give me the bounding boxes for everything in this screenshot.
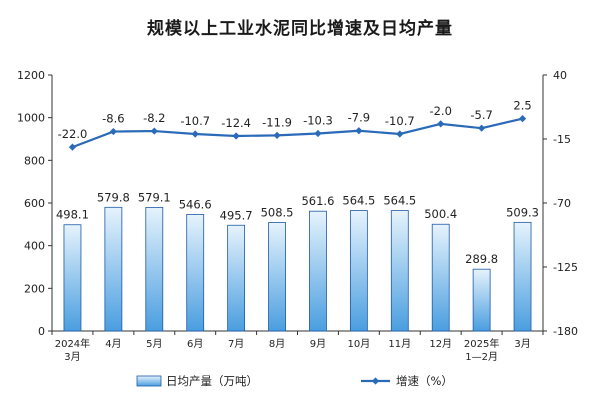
line-data-label: -5.7 — [470, 108, 492, 122]
line-point — [396, 130, 404, 138]
line-data-label: -8.6 — [102, 112, 124, 126]
line-point — [68, 143, 77, 151]
bar-data-label: 564.5 — [383, 194, 416, 208]
bar — [104, 206, 123, 332]
bar — [390, 210, 409, 332]
line-data-label: -7.9 — [348, 111, 370, 125]
line-point — [478, 124, 486, 132]
axes: 0 200 400 600 800 1000 1200 -180 -125 -70 -15 40 — [17, 69, 578, 338]
line-data-label: -10.7 — [385, 114, 415, 128]
x-axis-tick-label: 2025年 — [464, 337, 499, 350]
left-axis-tick-label: 1200 — [17, 69, 45, 82]
legend: 日均产量（万吨） 增速（%） — [136, 374, 453, 388]
bar — [309, 210, 327, 332]
bar — [431, 223, 450, 332]
bar-data-label: 289.8 — [465, 252, 498, 266]
bar-series: 498.1 579.8 579.1 546.6 495.7 508.5 561.6 564.5… — [56, 190, 539, 332]
left-axis-tick-label: 1000 — [17, 112, 45, 125]
line-point — [109, 127, 117, 136]
legend-line-marker — [371, 377, 380, 385]
bar-data-label: 508.5 — [261, 206, 294, 220]
x-axis-tick-label: 1—2月 — [465, 351, 498, 363]
bar-data-label: 561.6 — [301, 194, 334, 208]
bar-data-label: 500.4 — [424, 207, 457, 221]
bar-data-label: 546.6 — [179, 197, 212, 211]
x-axis-tick-label: 12月 — [429, 338, 452, 350]
bar — [186, 213, 205, 332]
line-series: -22.0 -8.6 -8.2 -10.7 -12.4 -11.9 -10.3 -7.9 -10… — [58, 99, 532, 151]
line-point — [437, 120, 445, 128]
bar-data-label: 495.7 — [220, 208, 253, 222]
bar-data-label: 564.5 — [342, 194, 375, 208]
legend-line-label: 增速（%） — [396, 374, 453, 388]
line-data-label: -11.9 — [262, 115, 292, 129]
line-data-label: -2.0 — [429, 104, 451, 118]
line-point — [150, 127, 158, 135]
left-axis-tick-label: 200 — [24, 282, 45, 295]
bar — [63, 224, 82, 332]
right-axis-tick-label: -180 — [553, 325, 578, 338]
bar-data-label: 579.1 — [138, 190, 171, 204]
legend-bar-label: 日均产量（万吨） — [166, 374, 258, 388]
x-axis-tick-label: 10月 — [348, 338, 371, 350]
bar — [227, 224, 246, 332]
left-axis-tick-label: 600 — [24, 197, 45, 210]
left-axis-tick-label: 400 — [24, 240, 45, 253]
right-axis-tick-label: 40 — [553, 69, 567, 82]
chart-title: 规模以上工业水泥同比增速及日均产量 — [147, 19, 453, 39]
x-axis-tick-label: 5月 — [146, 338, 162, 350]
x-axis-tick-label: 3月 — [514, 338, 530, 350]
legend-bar-swatch — [136, 375, 162, 387]
line-point — [518, 115, 527, 123]
line-point — [232, 132, 240, 140]
line-data-label: -8.2 — [143, 111, 165, 125]
right-axis-tick-label: -15 — [553, 133, 571, 146]
line-data-label: -10.3 — [303, 114, 333, 128]
x-axis-tick-label: 4月 — [105, 338, 121, 350]
line-point — [355, 127, 363, 135]
bar — [268, 222, 286, 332]
bar-data-label: 579.8 — [97, 190, 130, 204]
bar — [472, 268, 491, 332]
x-axis-tick-label: 11月 — [388, 338, 411, 350]
right-axis-tick-label: -125 — [553, 261, 578, 274]
line-point — [273, 131, 281, 139]
x-axis-tick-label: 6月 — [187, 338, 203, 350]
line-point — [191, 130, 199, 138]
left-axis-tick-label: 800 — [24, 154, 45, 167]
bar — [513, 221, 532, 332]
x-axis-tick-label: 8月 — [269, 338, 285, 350]
x-axis-tick-label: 9月 — [310, 338, 326, 350]
x-axis-tick-label: 7月 — [228, 338, 244, 350]
line-data-label: -10.7 — [180, 114, 210, 128]
x-axis-tick-label: 2024年 — [55, 337, 90, 350]
line-data-label: 2.5 — [513, 99, 531, 113]
x-axis-tick-label: 3月 — [64, 351, 80, 363]
bar-data-label: 498.1 — [56, 208, 89, 222]
line-data-label: -12.4 — [221, 116, 251, 130]
bar — [145, 207, 164, 332]
growth-line — [72, 117, 523, 149]
bar — [349, 210, 368, 332]
left-axis-tick-label: 0 — [38, 325, 45, 338]
right-axis-tick-label: -70 — [553, 197, 571, 210]
line-point — [314, 129, 322, 138]
line-data-label: -22.0 — [58, 127, 88, 141]
bar-data-label: 509.3 — [506, 205, 539, 219]
